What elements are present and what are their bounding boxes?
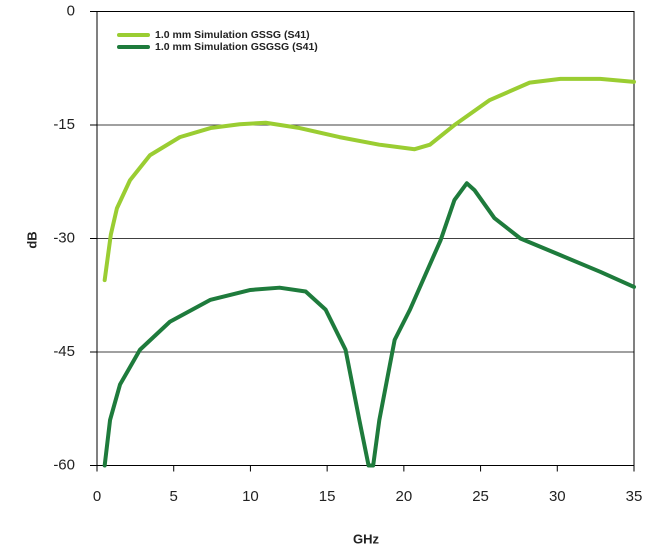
x-tick-label: 5 [170, 488, 178, 505]
x-tick-label: 30 [549, 488, 566, 505]
y-axis-label: dB [24, 231, 39, 248]
x-tick-label: 0 [93, 488, 101, 505]
x-tick-label: 35 [626, 488, 643, 505]
line-series [102, 181, 636, 468]
legend-label: 1.0 mm Simulation GSGSG (S41) [155, 41, 318, 53]
y-tick-label: -30 [53, 229, 75, 246]
x-tick-label: 25 [472, 488, 489, 505]
line-series [102, 76, 636, 283]
x-tick-label: 10 [242, 488, 259, 505]
x-tick-label: 20 [396, 488, 413, 505]
y-tick-label: 0 [67, 2, 75, 19]
y-tick-label: -15 [53, 116, 75, 133]
legend-label: 1.0 mm Simulation GSSG (S41) [155, 29, 310, 41]
plot-frame [96, 11, 635, 466]
x-tick-label: 15 [319, 488, 336, 505]
y-tick-label: -60 [53, 456, 75, 473]
y-tick-label: -45 [53, 343, 75, 360]
x-axis-label: GHz [353, 531, 380, 546]
